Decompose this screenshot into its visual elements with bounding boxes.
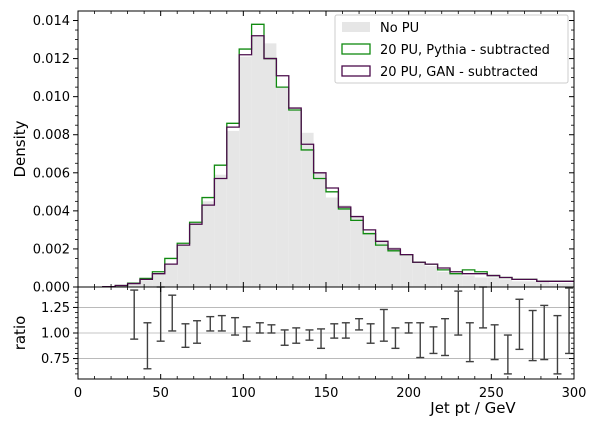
hist-bar-no-pu bbox=[338, 205, 351, 287]
main-y-tick-label: 0.014 bbox=[33, 14, 70, 29]
hist-bar-no-pu bbox=[115, 285, 128, 287]
main-series-group bbox=[102, 23, 574, 288]
legend: No PU 20 PU, Pythia - subtracted 20 PU, … bbox=[334, 14, 569, 84]
hist-bar-no-pu bbox=[412, 262, 426, 287]
hist-bar-no-pu bbox=[363, 231, 376, 287]
hist-bar-no-pu bbox=[450, 273, 463, 287]
hist-bar-no-pu bbox=[239, 56, 252, 288]
hist-bar-no-pu bbox=[251, 35, 264, 287]
hist-bar-no-pu bbox=[388, 247, 401, 287]
x-tick-label: 200 bbox=[396, 386, 421, 401]
ratio-y-tick-label: 1.00 bbox=[41, 327, 70, 342]
hist-bar-no-pu bbox=[214, 174, 227, 287]
hist-bar-no-pu bbox=[524, 281, 537, 287]
hist-bar-no-pu bbox=[499, 279, 512, 287]
main-y-tick-label: 0.002 bbox=[33, 242, 70, 257]
hist-bar-no-pu bbox=[549, 283, 562, 287]
hist-bar-no-pu bbox=[288, 109, 302, 287]
ratio-grid-lines bbox=[78, 307, 574, 359]
hist-bar-no-pu bbox=[437, 271, 450, 287]
hist-bar-no-pu bbox=[512, 281, 525, 287]
hist-bar-no-pu bbox=[202, 201, 215, 287]
ratio-y-tick-label: 1.25 bbox=[41, 301, 70, 316]
x-tick-label: 100 bbox=[231, 386, 256, 401]
ratio-y-axis-label: ratio bbox=[11, 316, 29, 351]
main-y-tick-label: 0.008 bbox=[33, 128, 70, 143]
hist-bar-no-pu bbox=[127, 283, 140, 287]
hist-bar-no-pu bbox=[462, 275, 475, 287]
hist-bar-no-pu bbox=[164, 264, 178, 287]
hist-bar-no-pu bbox=[400, 254, 413, 287]
legend-swatch-no-pu bbox=[342, 22, 370, 32]
hist-bar-no-pu bbox=[375, 241, 388, 287]
main-y-tick-label: 0.010 bbox=[33, 90, 70, 105]
hist-bar-no-pu bbox=[152, 273, 165, 287]
ratio-errorbars bbox=[130, 286, 574, 375]
main-y-tick-label: 0.006 bbox=[33, 166, 70, 181]
ratio-panel: 0.75 1.00 1.25 0 50 100 150 200 250 300 ratio Jet… bbox=[11, 286, 586, 417]
hist-bar-no-pu bbox=[561, 283, 574, 287]
hist-bar-no-pu bbox=[264, 43, 277, 288]
ratio-y-tick-label: 0.75 bbox=[41, 352, 70, 367]
hist-bar-no-pu bbox=[189, 224, 202, 287]
hist-bar-no-pu bbox=[326, 197, 339, 287]
legend-label-pythia: 20 PU, Pythia - subtracted bbox=[380, 43, 550, 58]
hist-bar-no-pu bbox=[301, 132, 314, 287]
legend-label-gan: 20 PU, GAN - subtracted bbox=[380, 65, 538, 80]
main-y-tick-label: 0.012 bbox=[33, 52, 70, 67]
x-tick-label: 0 bbox=[74, 386, 82, 401]
hist-bar-no-pu bbox=[487, 277, 500, 287]
hist-bar-no-pu bbox=[140, 280, 153, 287]
hist-bar-no-pu bbox=[474, 277, 488, 287]
hist-bar-no-pu bbox=[177, 245, 190, 287]
x-tick-label: 150 bbox=[314, 386, 339, 401]
legend-swatch-gan bbox=[341, 65, 371, 77]
hist-bar-no-pu bbox=[313, 172, 326, 287]
x-tick-label: 250 bbox=[479, 386, 504, 401]
hist-bar-no-pu bbox=[276, 87, 289, 287]
legend-swatch-pythia bbox=[341, 43, 371, 55]
hist-bar-no-pu bbox=[425, 266, 438, 287]
main-y-tick-label: 0.000 bbox=[33, 281, 70, 296]
main-panel: 0.000 0.002 0.004 0.006 0.008 0.010 0.012 0.014… bbox=[11, 10, 575, 296]
x-tick-label: 50 bbox=[152, 386, 169, 401]
ratio-axes: 0.75 1.00 1.25 0 50 100 150 200 250 300 bbox=[41, 287, 586, 401]
step-line-20-pu-gan-subtracted bbox=[102, 35, 574, 288]
main-y-axis-label: Density bbox=[11, 120, 29, 177]
x-tick-label: 300 bbox=[562, 386, 587, 401]
hist-bar-no-pu bbox=[226, 130, 240, 287]
main-y-axis: 0.000 0.002 0.004 0.006 0.008 0.010 0.012 0.014 bbox=[33, 11, 575, 296]
x-axis-label: Jet pt / GeV bbox=[429, 399, 516, 417]
hist-bar-no-pu bbox=[350, 216, 364, 287]
main-y-tick-label: 0.004 bbox=[33, 204, 70, 219]
legend-box bbox=[334, 14, 569, 84]
hist-bar-no-pu bbox=[536, 281, 550, 287]
legend-label-no-pu: No PU bbox=[380, 21, 419, 36]
